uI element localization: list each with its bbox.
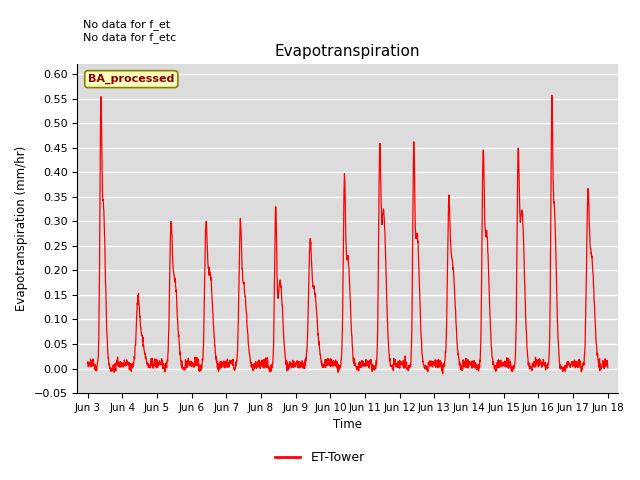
Text: No data for f_et
No data for f_etc: No data for f_et No data for f_etc (83, 19, 177, 43)
Legend: ET-Tower: ET-Tower (270, 446, 370, 469)
Y-axis label: Evapotranspiration (mm/hr): Evapotranspiration (mm/hr) (15, 146, 28, 311)
X-axis label: Time: Time (333, 419, 362, 432)
Title: Evapotranspiration: Evapotranspiration (275, 44, 420, 59)
Text: BA_processed: BA_processed (88, 74, 175, 84)
